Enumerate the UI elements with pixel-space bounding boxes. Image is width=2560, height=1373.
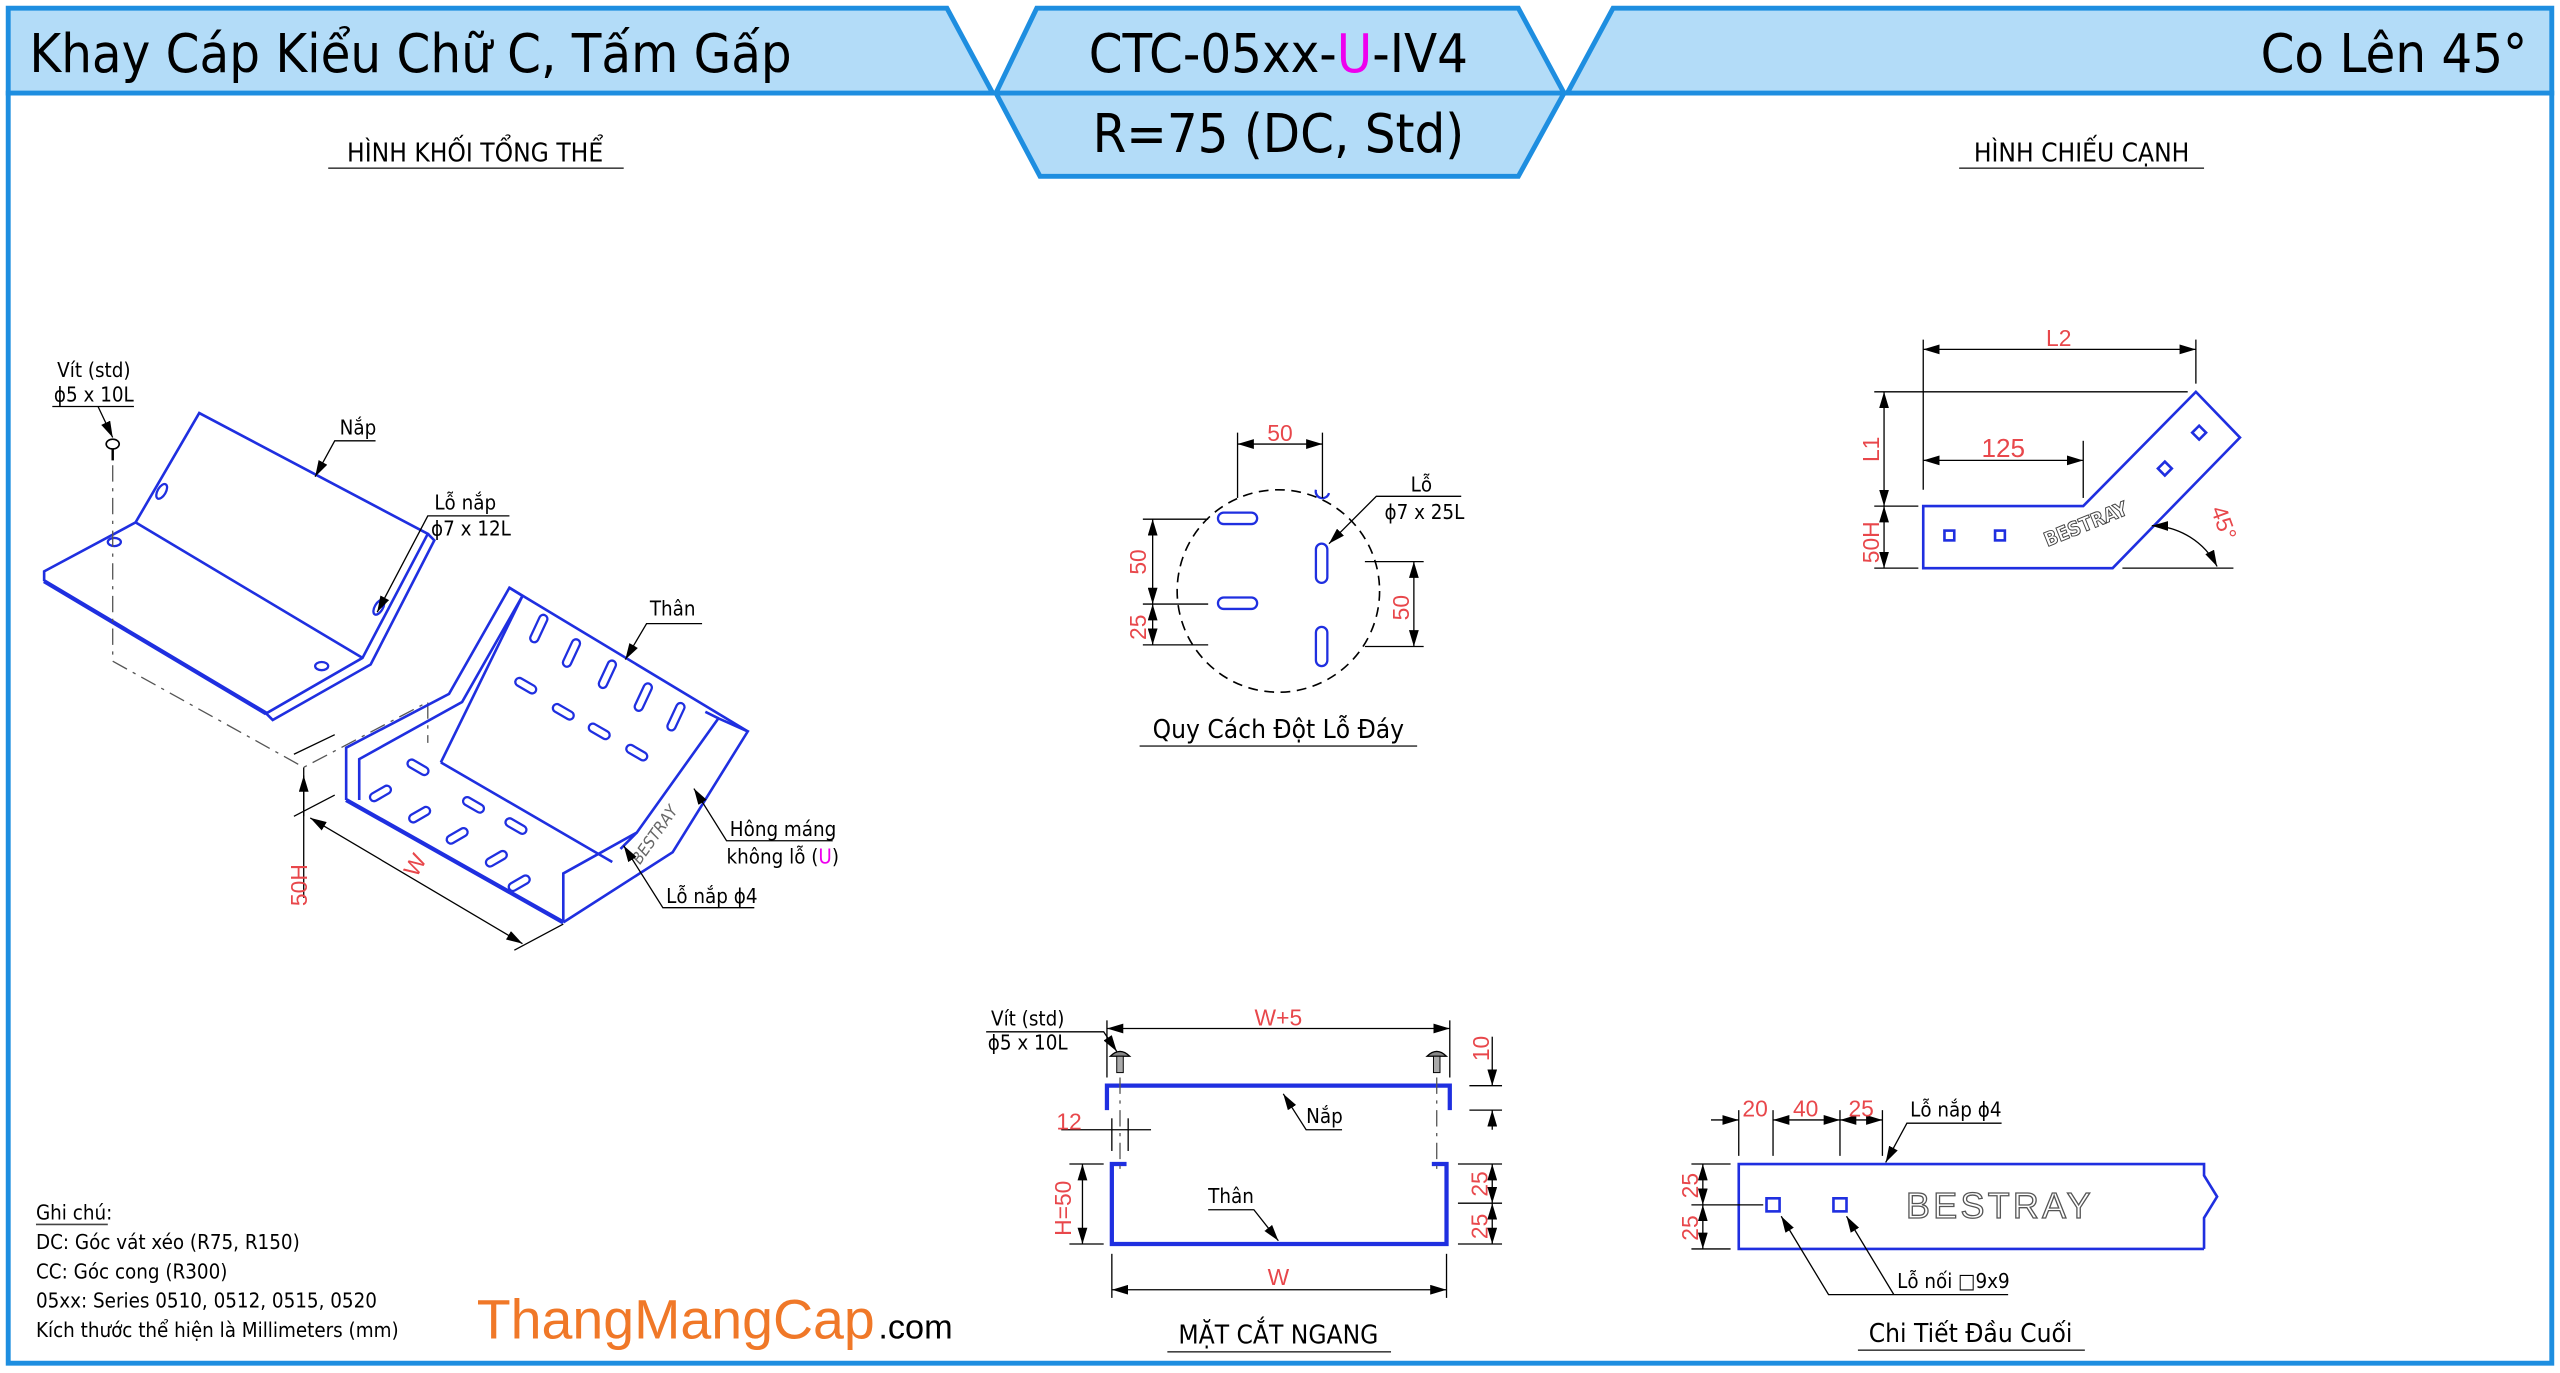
- dim-20: 20: [1742, 1096, 1767, 1122]
- cross-section-title: MẶT CẮT NGANG: [1178, 1316, 1378, 1351]
- dim-10: 10: [1468, 1036, 1494, 1061]
- section-screw-label: Vít (std): [991, 1006, 1064, 1030]
- end-profile: [1737, 1162, 2219, 1251]
- dim-width: W: [398, 849, 432, 881]
- site-logo[interactable]: ThangMangCap .com: [477, 1289, 953, 1351]
- screw-label: Vít (std): [57, 358, 130, 382]
- section-body: [1109, 1161, 1449, 1247]
- note-line: Kích thước thể hiện là Millimeters (mm): [36, 1318, 399, 1342]
- screw-icon: [105, 438, 121, 461]
- dim-25: 25: [1848, 1096, 1873, 1122]
- side-wall-label: Hông máng: [730, 817, 837, 841]
- hole-spec: ϕ7 x 25L: [1384, 500, 1465, 524]
- screw-spec: ϕ5 x 10L: [54, 383, 135, 407]
- product-code: CTC-05xx-U-IV4: [1089, 22, 1468, 85]
- end-cover-hole-label: Lỗ nắp ϕ4: [1910, 1097, 2001, 1122]
- detail-circle: [1176, 488, 1381, 694]
- dim-125: 125: [1981, 433, 2025, 463]
- isometric-view: HÌNH KHỐI TỔNG THỂ: [42, 134, 839, 951]
- dim-12: 12: [1056, 1109, 1081, 1135]
- product-type-title: Khay Cáp Kiểu Chữ C, Tấm Gấp: [29, 22, 791, 85]
- note-line: CC: Góc cong (R300): [36, 1259, 227, 1283]
- section-screw-spec: ϕ5 x 10L: [988, 1031, 1069, 1055]
- dim-height: 50H: [286, 864, 312, 906]
- dim-left-lower: 25: [1125, 615, 1151, 640]
- joint-hole-label: Lỗ nối □9x9: [1897, 1268, 2010, 1293]
- dim-h-50: H=50: [1050, 1181, 1076, 1236]
- logo-suffix: .com: [878, 1309, 952, 1347]
- side-view-title: HÌNH CHIẾU CẠNH: [1974, 134, 2190, 169]
- dim-40: 40: [1793, 1096, 1818, 1122]
- body-label: Thân: [649, 596, 696, 620]
- end-detail-title: Chi Tiết Đầu Cuối: [1869, 1319, 2073, 1349]
- dim-25-upper: 25: [1466, 1171, 1492, 1196]
- note-line: 05xx: Series 0510, 0512, 0515, 0520: [36, 1289, 377, 1313]
- notes-heading: Ghi chú:: [36, 1201, 112, 1225]
- logo-main: ThangMangCap: [477, 1289, 875, 1351]
- screw-icon: [1108, 1050, 1132, 1074]
- dim-top: 50: [1267, 420, 1292, 446]
- dim-side-height: 50H: [1858, 521, 1884, 563]
- end-detail-view: BESTRAY 20 40 25 25 25 Lỗ nắp ϕ4 Lỗ nối …: [1677, 1096, 2219, 1351]
- dim-l1: L1: [1858, 437, 1884, 462]
- hole-label: Lỗ: [1411, 471, 1432, 496]
- section-lid: [1104, 1083, 1452, 1111]
- dim-25-lower: 25: [1466, 1214, 1492, 1239]
- fitting-type-title: Co Lên 45°: [2261, 22, 2528, 85]
- lid-part: [42, 411, 436, 722]
- radius-spec: R=75 (DC, Std): [1093, 102, 1465, 165]
- lid-label: Nắp: [340, 415, 377, 439]
- hole-pattern-title: Quy Cách Đột Lỗ Đáy: [1153, 714, 1405, 745]
- cover-hole-label: Lỗ nắp ϕ4: [666, 883, 757, 908]
- cross-section-view: W+5 W H=50 12 10 25 25 Vít (std) ϕ5 x 10…: [986, 1004, 1503, 1353]
- side-profile: [1921, 389, 2242, 570]
- code-highlight: U: [1337, 22, 1372, 85]
- iso-view-title: HÌNH KHỐI TỔNG THỂ: [347, 134, 603, 169]
- header-left-panel: [5, 5, 997, 96]
- hole-pattern-view: 50 50 25 50 Lỗ ϕ7 x 25L Quy Cách Đột Lỗ …: [1125, 420, 1465, 747]
- assembly-line: [112, 465, 429, 769]
- dim-angle: 45°: [2206, 502, 2242, 543]
- notes-block: Ghi chú: DC: Góc vát xéo (R75, R150) CC:…: [36, 1201, 399, 1343]
- dim-w-plus-5: W+5: [1255, 1004, 1303, 1030]
- title-block: Khay Cáp Kiểu Chữ C, Tấm Gấp CTC-05xx-U-…: [5, 5, 2555, 179]
- dim-left-lower: 25: [1677, 1215, 1703, 1240]
- dim-right: 50: [1388, 595, 1414, 620]
- end-brand-mark: BESTRAY: [1906, 1185, 2094, 1226]
- section-lid-label: Nắp: [1306, 1104, 1343, 1128]
- screw-icon: [1425, 1050, 1449, 1074]
- lid-hole-label: Lỗ nắp: [434, 489, 496, 514]
- side-wall-spec: không lỗ (U): [727, 844, 839, 869]
- lid-hole-spec: ϕ7 x 12L: [431, 516, 512, 540]
- note-line: DC: Góc vát xéo (R75, R150): [36, 1230, 300, 1254]
- dim-left-upper: 25: [1677, 1173, 1703, 1198]
- dim-left-upper: 50: [1125, 549, 1151, 574]
- side-view: HÌNH CHIẾU CẠNH BESTRAY L2 125 L1 50H 45…: [1858, 134, 2242, 570]
- section-body-label: Thân: [1207, 1184, 1254, 1208]
- header-right-panel: [1563, 5, 2555, 96]
- dim-w: W: [1268, 1264, 1290, 1290]
- dim-l2: L2: [2046, 325, 2071, 351]
